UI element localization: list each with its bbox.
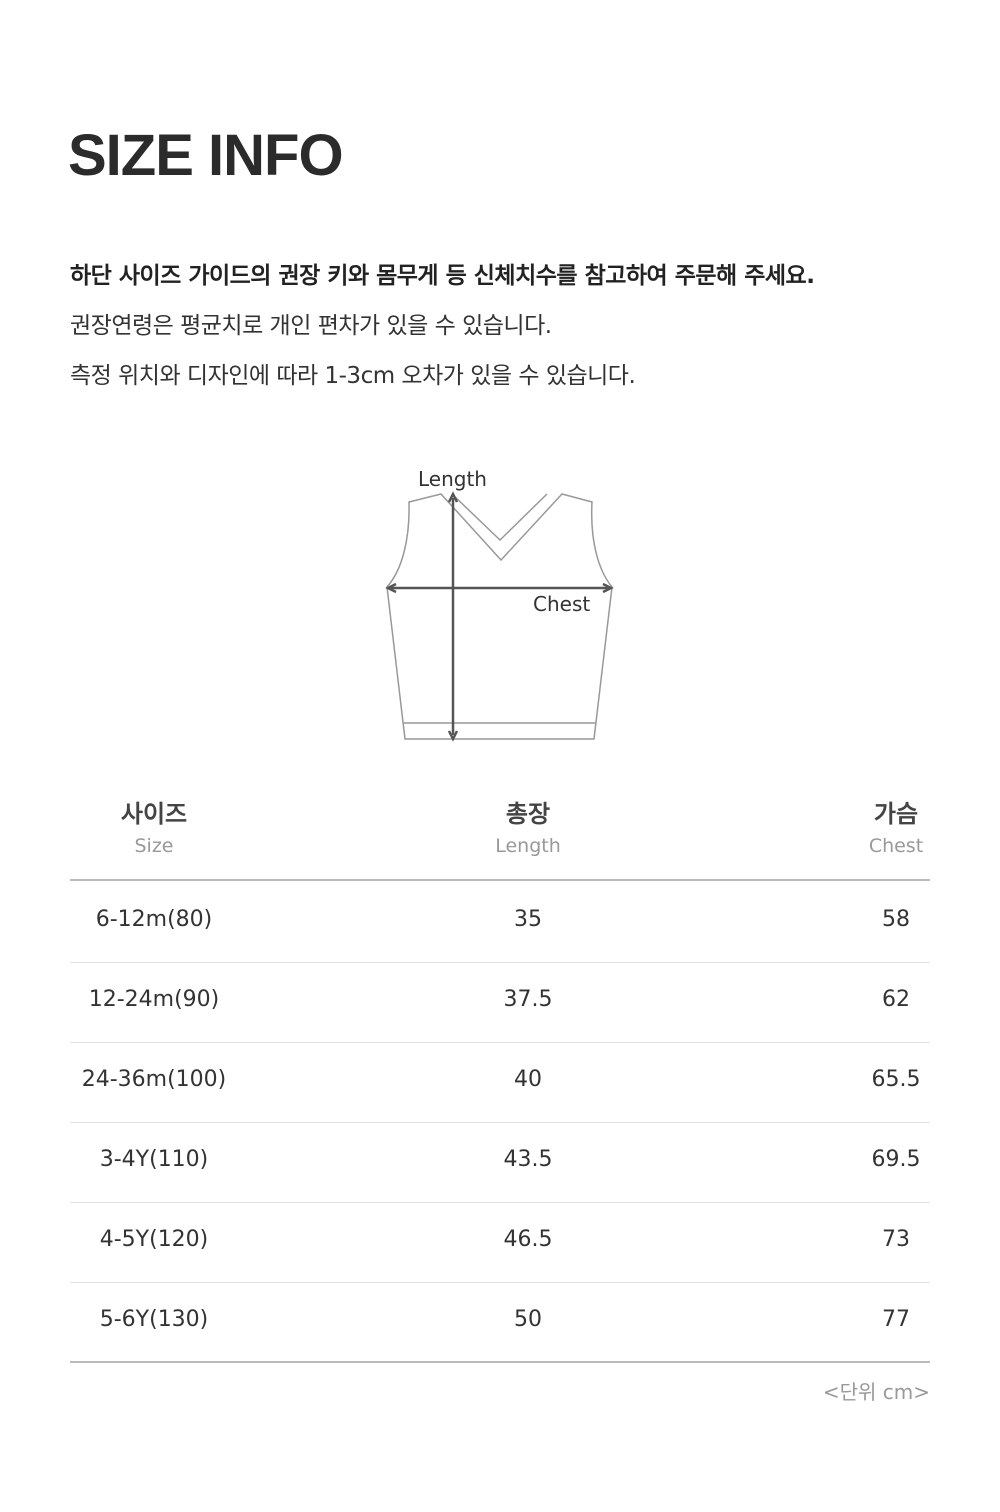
header-chest: 가슴 Chest bbox=[796, 794, 996, 857]
length-cell: 50 bbox=[514, 1307, 542, 1332]
description-line-1: 하단 사이즈 가이드의 권장 키와 몸무게 등 신체치수를 참고하여 주문해 주… bbox=[70, 263, 815, 289]
row-divider bbox=[70, 1282, 930, 1283]
vest-diagram: Length Chest bbox=[385, 467, 614, 742]
chest-arrow-head-right bbox=[602, 582, 614, 594]
chest-cell: 69.5 bbox=[871, 1147, 921, 1172]
header-chest-ko: 가슴 bbox=[873, 800, 919, 828]
page-title: SIZE INFO bbox=[68, 123, 344, 188]
header-chest-en: Chest bbox=[868, 835, 924, 857]
chest-label: Chest bbox=[533, 592, 590, 616]
length-arrow-head-top bbox=[447, 491, 459, 503]
size-cell: 24-36m(100) bbox=[81, 1067, 227, 1092]
chest-cell: 62 bbox=[882, 987, 910, 1012]
header-length: 총장 Length bbox=[428, 794, 628, 857]
header-size-en: Size bbox=[134, 835, 174, 857]
size-cell: 4-5Y(120) bbox=[99, 1227, 209, 1252]
header-length-en: Length bbox=[495, 835, 561, 857]
length-cell: 40 bbox=[514, 1067, 542, 1092]
size-cell: 3-4Y(110) bbox=[99, 1147, 209, 1172]
chest-cell: 58 bbox=[882, 907, 910, 932]
row-divider bbox=[70, 962, 930, 963]
length-arrow-head-bottom bbox=[447, 730, 459, 742]
header-length-ko: 총장 bbox=[505, 800, 551, 828]
description-line-2: 권장연령은 평균치로 개인 편차가 있을 수 있습니다. bbox=[70, 313, 552, 339]
description-line-3: 측정 위치와 디자인에 따라 1-3cm 오차가 있을 수 있습니다. bbox=[70, 363, 636, 389]
row-divider bbox=[70, 1042, 930, 1043]
length-label: Length bbox=[418, 467, 487, 491]
chest-cell: 65.5 bbox=[871, 1067, 921, 1092]
length-cell: 35 bbox=[514, 907, 542, 932]
neckline-inner bbox=[451, 493, 548, 542]
size-cell: 6-12m(80) bbox=[95, 907, 213, 932]
table-top-divider bbox=[70, 879, 930, 881]
size-cell: 12-24m(90) bbox=[88, 987, 220, 1012]
header-size: 사이즈 Size bbox=[54, 794, 254, 857]
chest-cell: 77 bbox=[882, 1307, 910, 1332]
length-cell: 43.5 bbox=[503, 1147, 553, 1172]
row-divider bbox=[70, 1202, 930, 1203]
chest-cell: 73 bbox=[882, 1227, 910, 1252]
vest-outline bbox=[386, 493, 613, 740]
length-cell: 37.5 bbox=[503, 987, 553, 1012]
size-cell: 5-6Y(130) bbox=[99, 1307, 209, 1332]
unit-note: <단위 cm> bbox=[822, 1380, 930, 1404]
header-size-ko: 사이즈 bbox=[120, 800, 188, 828]
table-bottom-divider bbox=[70, 1361, 930, 1363]
length-cell: 46.5 bbox=[503, 1227, 553, 1252]
row-divider bbox=[70, 1122, 930, 1123]
chest-arrow-head-left bbox=[385, 582, 397, 594]
